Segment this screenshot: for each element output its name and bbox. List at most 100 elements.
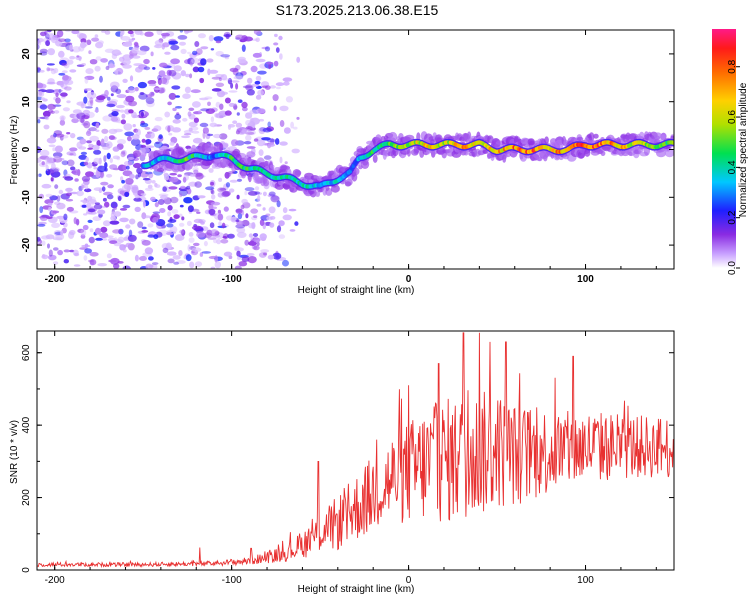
noise-speckle	[68, 231, 75, 239]
noise-speckle	[172, 107, 177, 112]
noise-speckle	[235, 224, 246, 229]
noise-speckle	[147, 234, 155, 238]
noise-speckle	[65, 187, 73, 192]
noise-speckle	[210, 201, 221, 206]
noise-speckle	[94, 65, 101, 72]
noise-speckle	[266, 61, 274, 65]
noise-speckle	[247, 77, 253, 84]
noise-speckle	[200, 58, 207, 66]
noise-speckle	[86, 39, 92, 46]
noise-speckle	[253, 237, 261, 243]
noise-speckle	[190, 89, 201, 94]
noise-speckle	[47, 202, 53, 206]
noise-speckle	[106, 173, 113, 178]
noise-speckle	[78, 56, 82, 62]
noise-speckle	[134, 87, 139, 92]
noise-speckle	[53, 34, 60, 38]
noise-speckle	[144, 31, 154, 37]
noise-speckle	[230, 216, 237, 223]
noise-speckle	[199, 252, 204, 257]
noise-speckle	[161, 44, 165, 50]
noise-speckle	[52, 261, 59, 265]
noise-speckle	[86, 91, 97, 100]
noise-speckle	[268, 191, 276, 197]
noise-speckle	[143, 66, 151, 71]
x-tick-label: -100	[222, 575, 242, 586]
noise-speckle	[95, 122, 100, 129]
noise-speckle	[84, 243, 89, 248]
noise-speckle	[276, 200, 281, 208]
noise-speckle	[129, 53, 134, 59]
noise-speckle	[117, 139, 126, 145]
x-tick-label: 100	[577, 274, 594, 285]
noise-speckle	[175, 234, 183, 241]
noise-speckle	[39, 69, 45, 73]
halo-blob	[388, 131, 398, 142]
noise-speckle	[252, 52, 262, 58]
noise-speckle	[84, 188, 92, 193]
noise-speckle	[80, 151, 87, 155]
noise-speckle	[246, 89, 255, 96]
noise-speckle	[188, 107, 195, 112]
noise-speckle	[175, 95, 180, 98]
noise-speckle	[174, 113, 182, 120]
noise-speckle	[104, 135, 109, 143]
noise-speckle	[143, 58, 150, 65]
noise-speckle	[39, 48, 48, 54]
noise-speckle	[222, 147, 231, 152]
noise-speckle	[220, 91, 228, 95]
noise-speckle	[104, 201, 110, 208]
noise-speckle	[208, 168, 214, 173]
noise-speckle	[66, 132, 71, 135]
x-tick-label: -200	[45, 274, 65, 285]
noise-speckle	[220, 74, 228, 81]
noise-speckle	[57, 249, 63, 256]
noise-speckle	[269, 222, 275, 228]
noise-speckle	[53, 110, 60, 114]
noise-speckle	[229, 67, 239, 73]
noise-speckle	[153, 87, 163, 91]
noise-speckle	[221, 191, 230, 198]
noise-speckle	[45, 33, 50, 40]
noise-speckle	[192, 137, 203, 144]
halo-blob	[664, 148, 674, 158]
noise-speckle	[278, 35, 283, 41]
noise-speckle	[262, 127, 272, 133]
noise-speckle	[81, 184, 86, 189]
noise-speckle	[131, 37, 136, 41]
noise-speckle	[294, 221, 299, 226]
noise-speckle	[141, 230, 149, 233]
noise-speckle	[228, 90, 238, 93]
noise-speckle	[106, 103, 116, 108]
noise-speckle	[249, 109, 259, 115]
x-tick-label: 0	[406, 274, 412, 285]
noise-speckle	[140, 144, 146, 149]
noise-speckle	[237, 231, 247, 238]
noise-speckle	[223, 251, 233, 257]
noise-speckle	[122, 78, 128, 83]
noise-speckle	[182, 117, 188, 122]
noise-speckle	[47, 103, 56, 110]
noise-speckle	[227, 233, 235, 239]
noise-speckle	[175, 106, 182, 109]
noise-speckle	[116, 52, 123, 55]
noise-speckle	[62, 70, 68, 74]
noise-speckle	[132, 55, 141, 59]
noise-speckle	[41, 240, 46, 246]
noise-speckle	[272, 252, 282, 260]
noise-speckle	[53, 230, 63, 237]
noise-speckle	[207, 133, 214, 137]
noise-speckle	[185, 254, 192, 262]
noise-speckle	[139, 122, 149, 128]
noise-speckle	[136, 167, 143, 174]
noise-speckle	[65, 198, 74, 202]
noise-speckle	[109, 63, 114, 68]
noise-speckle	[47, 68, 55, 71]
noise-speckle	[210, 188, 214, 194]
noise-speckle	[78, 154, 88, 160]
noise-speckle	[241, 256, 250, 263]
noise-speckle	[270, 216, 276, 220]
noise-speckle	[37, 236, 41, 242]
x-tick-label: 0	[406, 575, 412, 586]
halo-blob	[406, 148, 411, 157]
